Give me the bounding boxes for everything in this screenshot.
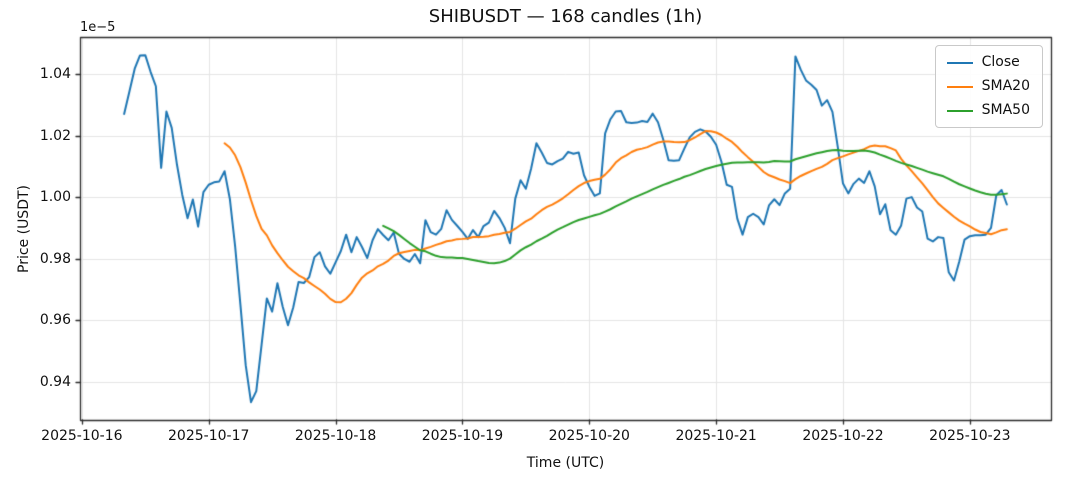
legend: Close SMA20 SMA50 bbox=[934, 45, 1043, 128]
x-tick-label: 2025-10-21 bbox=[675, 428, 757, 444]
legend-item-close: Close bbox=[946, 53, 1030, 72]
legend-line-swatch bbox=[946, 85, 973, 88]
chart-title: SHIBUSDT — 168 candles (1h) bbox=[428, 6, 703, 27]
legend-label: SMA20 bbox=[981, 78, 1030, 94]
y-tick-label: 0.98 bbox=[39, 250, 71, 267]
legend-line-swatch bbox=[946, 61, 973, 64]
x-tick-label: 2025-10-23 bbox=[929, 428, 1011, 444]
y-tick-label: 1.04 bbox=[39, 65, 71, 82]
legend-item-sma20: SMA20 bbox=[946, 77, 1030, 96]
y-tick-label: 1.02 bbox=[39, 127, 71, 144]
y-tick-label: 0.94 bbox=[39, 373, 71, 390]
x-tick-label: 2025-10-22 bbox=[802, 428, 884, 444]
legend-item-sma50: SMA50 bbox=[946, 101, 1030, 120]
y-axis-offset-label: 1e−5 bbox=[80, 20, 116, 35]
x-tick-label: 2025-10-16 bbox=[41, 428, 123, 444]
legend-line-swatch bbox=[946, 109, 973, 112]
x-axis-label: Time (UTC) bbox=[526, 455, 605, 471]
legend-label: SMA50 bbox=[981, 102, 1030, 118]
y-tick-label: 0.96 bbox=[39, 312, 71, 329]
x-tick-label: 2025-10-19 bbox=[421, 428, 504, 444]
x-tick-label: 2025-10-20 bbox=[548, 428, 630, 444]
x-tick-label: 2025-10-17 bbox=[168, 428, 250, 444]
y-tick-label: 1.00 bbox=[39, 189, 71, 206]
x-tick-label: 2025-10-18 bbox=[294, 428, 377, 444]
legend-label: Close bbox=[981, 54, 1020, 70]
